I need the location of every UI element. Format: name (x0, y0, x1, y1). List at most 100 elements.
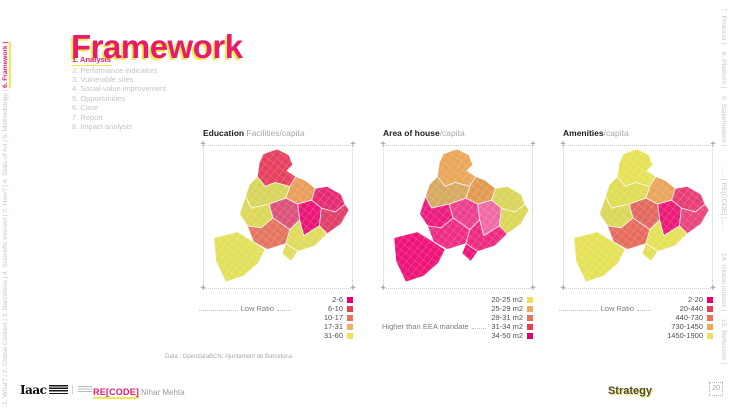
right-nav-rail: 7. Protocol | 8. Platform | 9. Stakehold… (716, 8, 727, 385)
legend-label: 34-50 m2 (491, 331, 523, 340)
panel-title-main: Area of house (383, 128, 440, 138)
annotation-label: Low Ratio (600, 304, 634, 313)
menu-item-label: 6. Case (72, 103, 98, 113)
legend-swatch (707, 323, 713, 330)
legend-row: 10-17 (203, 313, 353, 322)
menu-item-label: 5. Opportunities (72, 93, 125, 103)
crosshair-icon: + (350, 139, 356, 150)
crosshair-icon: + (530, 139, 536, 150)
menu-item: 6. Case (72, 103, 166, 112)
legend-annotation: Low Ratio (199, 304, 291, 313)
legend-label: 2-20 (687, 295, 703, 304)
legend-swatch (347, 296, 353, 303)
legend-swatch (707, 296, 713, 303)
legend-annotation: Higher than EEA mandate (379, 322, 486, 331)
legend-row: 2-20 (563, 295, 713, 304)
dotted-leader (471, 328, 486, 329)
dotted-leader (277, 310, 291, 311)
crosshair-icon: + (710, 139, 716, 150)
panel-title-main: Amenities (563, 128, 604, 138)
menu-item-label: 3. Vulnerable sites (72, 74, 134, 84)
left-rail-current-section: 6. Framework | (2, 41, 9, 89)
legend-label: 31-60 (323, 331, 343, 340)
panel-title-main: Education (203, 128, 245, 138)
legend-label: 29-31 m2 (491, 313, 523, 322)
divider (72, 385, 74, 394)
menu-item: 7. Report (72, 113, 166, 122)
legend-row: 29-31 m2 (383, 313, 533, 322)
panel-education: Education Facilities/capita + + + + (199, 128, 356, 373)
legend-row: 6-10 (203, 304, 353, 313)
legend-row: 34-50 m2 (383, 331, 533, 340)
legend-row: 20-25 m2 (383, 295, 533, 304)
barcelona-map (384, 146, 532, 286)
dotted-leader (199, 310, 238, 311)
slide-menu: 1. Analysis 2. Performance indicators 3.… (72, 55, 166, 131)
legend: Low Ratio 2-6 6-10 10-17 17-31 31-60 (199, 295, 353, 345)
menu-item-label: 2. Performance indicators (72, 65, 158, 75)
crosshair-icon: + (350, 283, 356, 294)
menu-item-label: 8. Impact analysis (72, 121, 133, 131)
barcelona-map (564, 146, 712, 286)
section-label: Strategy (607, 385, 652, 397)
street-grid-overlay (564, 146, 712, 286)
menu-item: 4. Social value improvement (72, 84, 166, 93)
crosshair-icon: + (560, 283, 566, 294)
left-rail-trail: 1. What? | 2. Global Context | 3. Barcel… (2, 88, 9, 405)
legend-row: 25-29 m2 (383, 304, 533, 313)
panel-title-sub: /capita (603, 128, 629, 138)
legend-label: 20-25 m2 (491, 295, 523, 304)
annotation-label: Low Ratio (240, 304, 274, 313)
crosshair-icon: + (200, 283, 206, 294)
legend-label: 730-1450 (671, 322, 703, 331)
barcelona-map (204, 146, 352, 286)
legend-swatch (347, 305, 353, 312)
crosshair-icon: + (380, 283, 386, 294)
street-grid-overlay (204, 146, 352, 286)
legend-swatch (527, 314, 533, 321)
legend-swatch (527, 332, 533, 339)
legend-row: 20-440 (563, 304, 713, 313)
legend-row: 1450-1900 (563, 331, 713, 340)
right-rail-text: 7. Protocol | 8. Platform | 9. Stakehold… (720, 8, 727, 365)
legend-row: 17-31 (203, 322, 353, 331)
legend-label: 17-31 (323, 322, 343, 331)
crosshair-icon: + (710, 283, 716, 294)
menu-item: 8. Impact analysis (72, 122, 166, 131)
iaac-logo-text-block (49, 385, 69, 395)
annotation-label: Higher than EEA mandate (382, 322, 469, 331)
panel-amenities: Amenities/capita + + + + (559, 128, 716, 373)
crosshair-icon: + (200, 139, 206, 150)
panel-title-sub: /capita (439, 128, 465, 138)
iaac-logo-subtext-block (78, 386, 93, 393)
map-frame: + + + + (380, 140, 536, 294)
panel-title: Amenities/capita (563, 128, 713, 138)
legend-label: 20-440 (679, 304, 703, 313)
legend-swatch (707, 332, 713, 339)
legend-swatch (527, 305, 533, 312)
legend-row: 730-1450 (563, 322, 713, 331)
page-number: 20 (709, 382, 723, 396)
legend-swatch (707, 314, 713, 321)
crosshair-icon: + (380, 139, 386, 150)
legend-row: 31-34 m2 (383, 322, 533, 331)
dotted-leader (559, 310, 598, 311)
legend-label: 25-29 m2 (491, 304, 523, 313)
menu-item-label: 1. Analysis (72, 55, 111, 66)
menu-item-analysis: 1. Analysis (72, 55, 166, 66)
author-name: Nihar Mehta (141, 388, 185, 397)
crosshair-icon: + (530, 283, 536, 294)
street-grid-overlay (384, 146, 532, 286)
legend-swatch (347, 332, 353, 339)
legend-swatch (707, 305, 713, 312)
page-title: Framework (71, 28, 243, 66)
map-frame: + + + + (200, 140, 356, 294)
legend-label: 440-730 (675, 313, 703, 322)
legend-swatch (527, 323, 533, 330)
legend-annotation: Low Ratio (559, 304, 651, 313)
legend-label: 2-6 (332, 295, 343, 304)
footer: Iaac RE[CODE] Nihar Mehta Strategy 20 (0, 382, 730, 406)
legend-swatch (347, 314, 353, 321)
left-nav-rail: 1. What? | 2. Global Context | 3. Barcel… (2, 0, 14, 405)
